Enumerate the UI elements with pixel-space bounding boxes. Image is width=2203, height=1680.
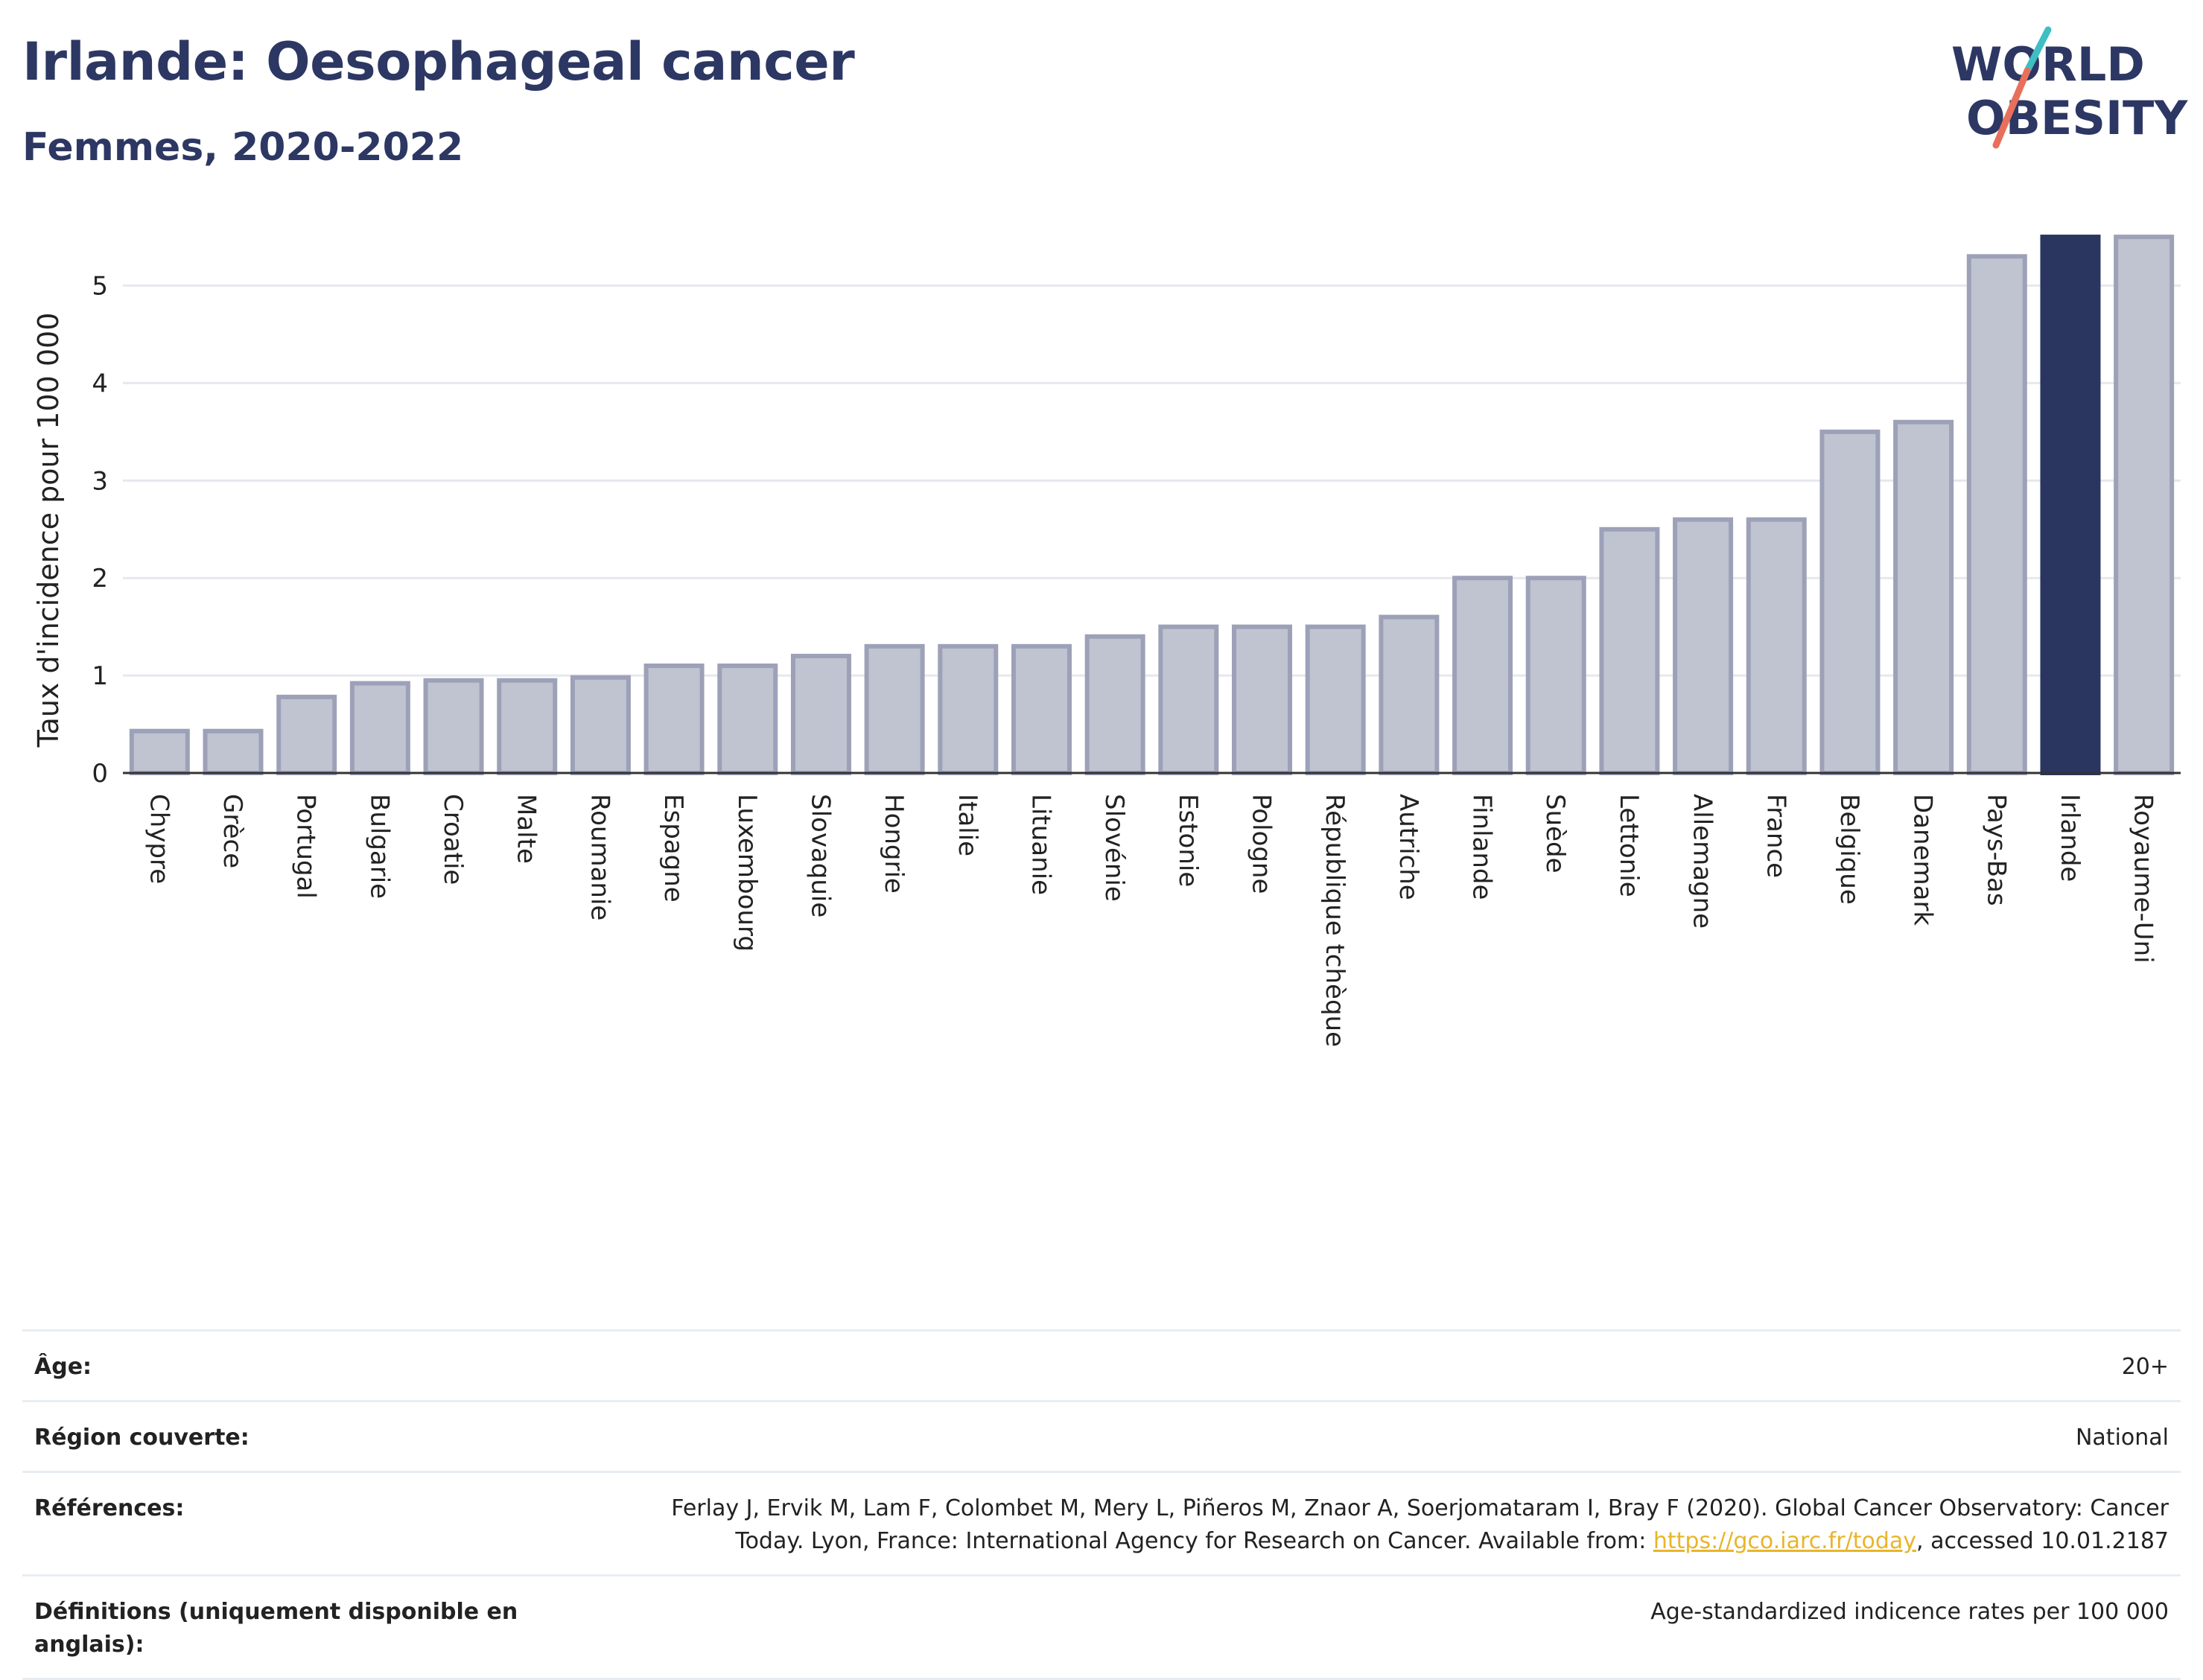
x-category-label: Italie	[953, 794, 982, 856]
meta-row-definitions: Définitions (uniquement disponible en an…	[22, 1574, 2181, 1680]
x-category-label: Grèce	[217, 794, 247, 868]
bar-estonie[interactable]	[1158, 624, 1219, 775]
meta-row-age: Âge: 20+	[22, 1329, 2181, 1400]
x-category-label: Hongrie	[879, 794, 909, 894]
x-category-label: Lituanie	[1026, 794, 1055, 895]
chart-subtitle: Femmes, 2020-2022	[22, 125, 464, 170]
x-category-label: Slovaquie	[805, 794, 835, 917]
bar-roumanie[interactable]	[570, 675, 631, 775]
meta-row-region: Région couverte: National	[22, 1400, 2181, 1471]
bar-danemark[interactable]	[1893, 419, 1954, 775]
x-category-label: France	[1761, 794, 1790, 878]
bar-france[interactable]	[1746, 517, 1807, 775]
x-category-label: Estonie	[1173, 794, 1203, 887]
bar-finlande[interactable]	[1452, 576, 1513, 775]
bar-espagne[interactable]	[643, 664, 705, 776]
meta-value: 20+	[2121, 1354, 2169, 1380]
x-category-label: Finlande	[1467, 794, 1497, 900]
x-category-label: Luxembourg	[732, 794, 762, 952]
reference-text: Ferlay J, Ervik M, Lam F, Colombet M, Me…	[671, 1495, 2169, 1554]
bar-croatie[interactable]	[423, 678, 484, 776]
y-tick-label: 4	[92, 369, 108, 398]
bar-pays-bas[interactable]	[1966, 254, 2027, 775]
bar-irlande[interactable]	[2040, 235, 2101, 775]
x-category-label: Portugal	[291, 794, 321, 899]
x-category-label: Croatie	[438, 794, 468, 885]
x-category-label: Allemagne	[1688, 794, 1717, 929]
x-category-label: Pays-Bas	[1981, 794, 2011, 906]
bar-lituanie[interactable]	[1011, 643, 1072, 776]
x-category-label: Pologne	[1247, 794, 1277, 894]
meta-key: Références:	[34, 1495, 185, 1521]
bar-allemagne[interactable]	[1673, 517, 1734, 775]
y-axis-ticks: 0 1 2 3 4 5	[92, 272, 108, 789]
bar-chypre[interactable]	[129, 728, 190, 775]
x-category-label: Belgique	[1834, 794, 1864, 905]
bar-bulgarie[interactable]	[349, 681, 410, 775]
x-category-label: Danemark	[1908, 794, 1938, 926]
bar-italie[interactable]	[938, 643, 999, 776]
x-category-label: Autriche	[1393, 794, 1423, 900]
bar-r-publique-tch-que[interactable]	[1305, 624, 1366, 775]
reference-accessed: , accessed 10.01.2187	[1916, 1528, 2169, 1554]
x-axis-labels: Chypre Grèce Portugal Bulgarie Croatie Malte R…	[144, 794, 2158, 1047]
bar-royaume-uni[interactable]	[2114, 235, 2175, 775]
x-category-label: Royaume-Uni	[2129, 794, 2158, 964]
x-category-label: Espagne	[658, 794, 688, 903]
bar-luxembourg[interactable]	[717, 664, 778, 776]
bar-gr-ce[interactable]	[203, 728, 264, 775]
reference-link[interactable]: https://gco.iarc.fr/today	[1653, 1528, 1917, 1554]
bar-lettonie[interactable]	[1599, 526, 1660, 775]
y-tick-label: 1	[92, 661, 108, 691]
bar-chart: 0 1 2 3 4 5 Chypre Grèce Portugal Bulgarie Croati…	[32, 235, 2181, 1047]
y-tick-label: 0	[92, 759, 108, 789]
x-category-label: Irlande	[2055, 794, 2085, 882]
meta-value: Ferlay J, Ervik M, Lam F, Colombet M, Me…	[605, 1492, 2169, 1558]
x-category-label: Bulgarie	[364, 794, 394, 899]
bar-malte[interactable]	[497, 678, 558, 776]
x-category-label: Slovénie	[1099, 794, 1129, 902]
bar-autriche[interactable]	[1379, 614, 1440, 775]
y-tick-label: 2	[92, 564, 108, 594]
x-category-label: République tchèque	[1320, 794, 1350, 1047]
y-tick-label: 5	[92, 272, 108, 302]
world-obesity-logo: WORLD OBESITY	[1951, 26, 2188, 149]
meta-value: National	[2075, 1425, 2169, 1451]
bar-slovaquie[interactable]	[790, 653, 851, 776]
meta-value: Age-standardized indicence rates per 100…	[1650, 1599, 2169, 1625]
x-category-label: Malte	[512, 794, 541, 864]
x-category-label: Chypre	[144, 794, 174, 884]
meta-key: Définitions (uniquement disponible en an…	[34, 1599, 518, 1658]
bar-belgique[interactable]	[1819, 429, 1881, 775]
x-category-label: Lettonie	[1614, 794, 1644, 897]
logo-slash-coral	[1992, 67, 2031, 149]
bar-su-de[interactable]	[1525, 576, 1586, 775]
x-category-label: Roumanie	[585, 794, 614, 920]
y-axis-title: Taux d'incidence pour 100 000	[32, 313, 65, 748]
meta-key: Région couverte:	[34, 1425, 249, 1451]
bar-pologne[interactable]	[1232, 624, 1293, 775]
y-tick-label: 3	[92, 466, 108, 496]
metadata-table: Âge: 20+ Région couverte: National Référ…	[22, 1329, 2181, 1680]
logo-line1: WORLD	[1951, 37, 2145, 92]
meta-key: Âge:	[34, 1354, 92, 1380]
logo-slash-teal	[2024, 26, 2052, 74]
bars	[129, 235, 2175, 776]
bar-hongrie[interactable]	[864, 643, 925, 776]
bar-portugal[interactable]	[276, 694, 337, 775]
meta-row-references: Références: Ferlay J, Ervik M, Lam F, Co…	[22, 1471, 2181, 1574]
bar-slov-nie[interactable]	[1084, 634, 1145, 775]
chart-title: Irlande: Oesophageal cancer	[22, 31, 855, 92]
x-category-label: Suède	[1540, 794, 1570, 874]
